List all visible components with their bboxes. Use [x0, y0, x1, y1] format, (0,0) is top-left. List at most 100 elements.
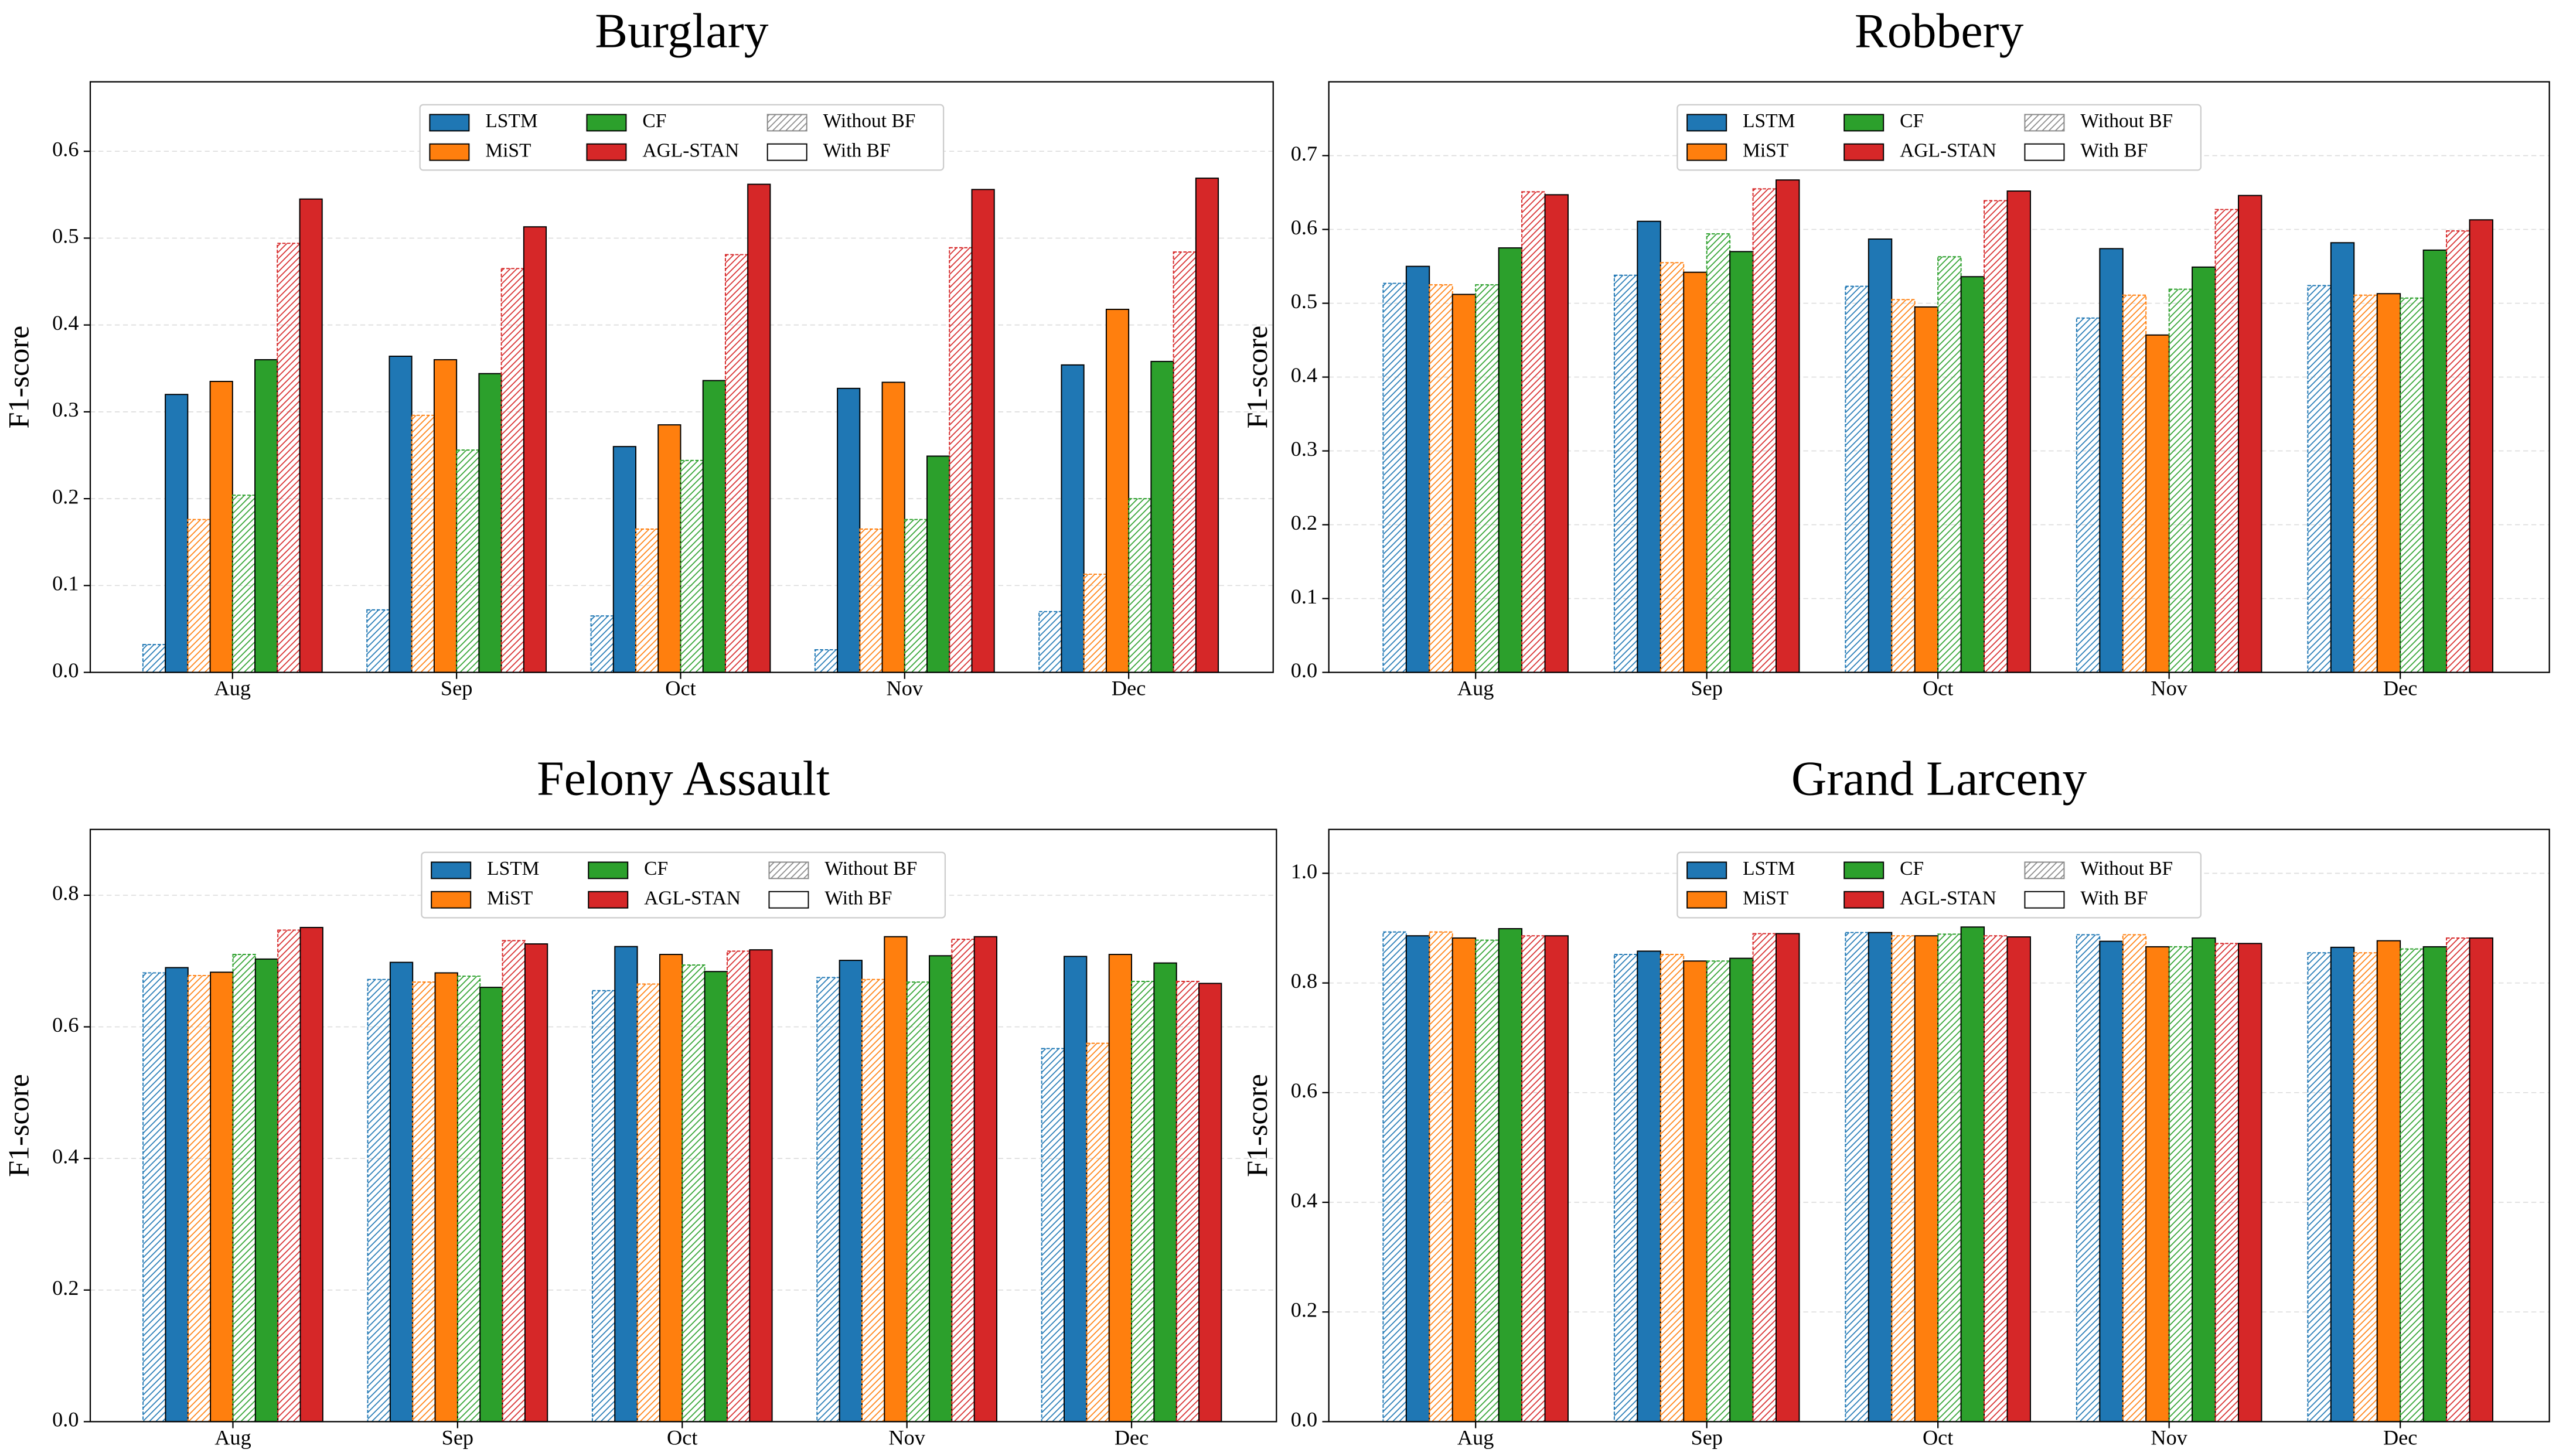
legend-swatch — [766, 114, 807, 132]
legend-swatch — [429, 114, 470, 132]
chart-title: Felony Assault — [537, 752, 830, 806]
bar — [2446, 230, 2470, 673]
bar — [165, 967, 189, 1423]
y-tick-label: 0.1 — [52, 572, 79, 595]
bar — [1382, 282, 1407, 673]
legend-box — [1676, 104, 2202, 171]
bar — [635, 528, 659, 673]
bar — [1521, 935, 1546, 1423]
bar — [1128, 498, 1152, 673]
bar — [2214, 209, 2239, 673]
bar — [1984, 200, 2008, 673]
x-tick-label: Dec — [2383, 1426, 2417, 1449]
bar — [904, 519, 928, 673]
bar — [680, 459, 704, 673]
bar — [2076, 317, 2101, 673]
bar — [614, 946, 638, 1423]
bar — [681, 964, 706, 1423]
legend-swatch — [768, 891, 809, 909]
bar — [2076, 934, 2101, 1423]
legend-label: With BF — [824, 887, 892, 909]
plot-frame — [89, 828, 1277, 1423]
x-tick-label: Aug — [214, 1426, 251, 1449]
bar — [1637, 220, 1661, 673]
y-tick-label: 0.7 — [1291, 142, 1317, 165]
y-tick-label: 0.2 — [52, 1276, 79, 1300]
bar — [2422, 249, 2448, 673]
bar — [1173, 251, 1197, 673]
y-tick-label: 0.6 — [1291, 1079, 1317, 1102]
bar — [299, 926, 323, 1423]
y-tick-label: 0.1 — [1291, 585, 1317, 608]
y-tick-label: 0.4 — [52, 1144, 79, 1168]
bar — [884, 936, 908, 1423]
bar — [2376, 293, 2401, 673]
bar — [2307, 952, 2332, 1423]
bar — [837, 387, 861, 673]
bar — [1683, 960, 1708, 1423]
bar — [1038, 611, 1062, 673]
bar — [2353, 952, 2378, 1423]
bar — [2099, 940, 2124, 1423]
bar — [1150, 360, 1174, 673]
bar — [142, 644, 166, 673]
legend-swatch — [1686, 114, 1727, 132]
bar — [524, 943, 548, 1423]
bar — [2006, 936, 2031, 1423]
bar — [1105, 308, 1130, 673]
bar — [165, 394, 189, 673]
bar — [590, 615, 614, 673]
bar — [1729, 251, 1754, 673]
bar — [636, 983, 660, 1423]
bar — [2168, 946, 2193, 1423]
y-tick-label: 0.2 — [52, 485, 79, 508]
bar — [1914, 306, 1939, 673]
bar — [1498, 247, 1523, 673]
bar — [2353, 294, 2378, 673]
bar — [1131, 981, 1155, 1423]
legend-label: With BF — [823, 139, 891, 161]
bar — [951, 939, 975, 1423]
bar — [1659, 954, 1685, 1423]
x-tick-label: Nov — [887, 677, 924, 700]
legend-swatch — [1686, 861, 1727, 879]
bar — [1153, 962, 1177, 1423]
plot-frame — [1328, 81, 2550, 673]
legend-box — [1676, 851, 2202, 919]
bar — [2192, 266, 2216, 673]
bar — [949, 247, 973, 673]
bar — [254, 359, 278, 673]
legend-label: CF — [644, 858, 668, 879]
bar — [389, 356, 413, 673]
y-tick-label: 0.4 — [52, 311, 79, 335]
y-tick-label: 0.2 — [1291, 1298, 1317, 1322]
bar — [1637, 950, 1661, 1423]
y-tick-label: 0.4 — [1291, 1188, 1317, 1212]
legend-swatch — [431, 891, 472, 909]
x-tick-label: Dec — [2383, 677, 2417, 700]
bar — [1041, 1048, 1065, 1423]
bar — [1960, 926, 1985, 1423]
bar — [973, 936, 997, 1423]
legend-box — [421, 851, 946, 919]
bar — [299, 198, 323, 673]
bar — [2006, 190, 2031, 673]
bar — [1382, 931, 1407, 1423]
bar — [1960, 276, 1985, 673]
bar — [1729, 957, 1754, 1423]
bar — [389, 961, 414, 1423]
legend-label: Without BF — [824, 858, 917, 879]
bar — [367, 978, 391, 1423]
bar — [659, 954, 683, 1423]
x-tick-label: Sep — [1691, 677, 1722, 700]
bar — [1984, 935, 2008, 1423]
legend-label: MiST — [1743, 139, 1788, 161]
bar — [1845, 932, 1869, 1423]
bar — [1544, 194, 1569, 673]
y-tick-label: 1.0 — [1291, 860, 1317, 883]
bar — [2122, 934, 2147, 1423]
legend-swatch — [1843, 891, 1885, 909]
bar — [747, 183, 771, 673]
